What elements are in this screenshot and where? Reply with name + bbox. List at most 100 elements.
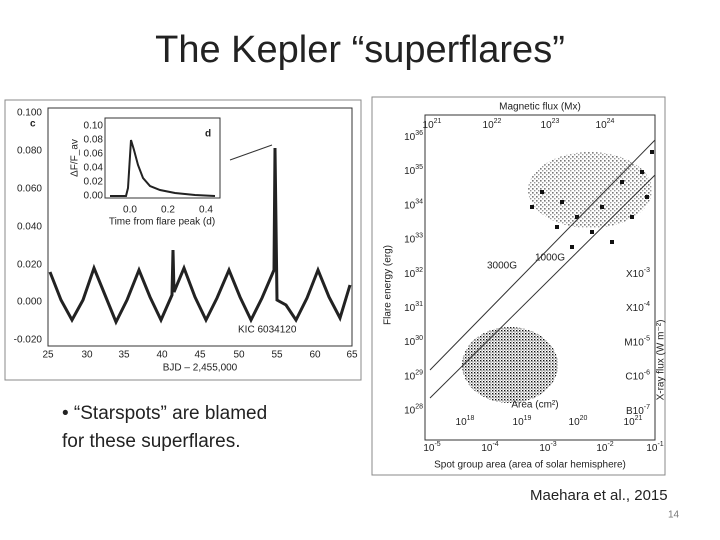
inset-curve (110, 139, 216, 197)
x-tick-label: 35 (118, 350, 130, 361)
text-part: 10 (539, 443, 551, 454)
y-tick-label: 0.02 (84, 177, 104, 188)
text-part: 19 (524, 415, 532, 422)
text-part: X (626, 269, 633, 280)
text-part: 10 (404, 371, 416, 382)
text-part: 10 (404, 405, 416, 416)
text-part: 10 (596, 443, 608, 454)
top-tick-label: 1021 (423, 118, 442, 130)
y2-axis-label: X-ray flux (W m⁻²) (656, 320, 667, 401)
area-tick-label: 1019 (513, 415, 532, 427)
text-part: -4 (492, 441, 498, 448)
line-label: 3000G (487, 261, 517, 272)
y2-tick-label: M10-5 (624, 336, 650, 348)
y-tick-label: 0.000 (17, 297, 42, 308)
text-part: 36 (415, 130, 423, 137)
text-part: 24 (607, 118, 615, 125)
text-part: -3 (644, 267, 650, 274)
text-part: 10 (404, 268, 416, 279)
text-part: 20 (580, 415, 588, 422)
text-part: 10 (596, 120, 608, 131)
1000g-line (429, 174, 656, 399)
text-part: 21 (434, 118, 442, 125)
y-tick-label: 0.00 (84, 191, 104, 202)
text-part: 10 (633, 405, 645, 416)
text-part: X (626, 303, 633, 314)
x-tick-label: 0.4 (199, 205, 213, 216)
x-tick-label: 25 (42, 350, 54, 361)
y-tick-label: -0.020 (14, 335, 43, 346)
plot-frame (424, 114, 656, 441)
plot-frame (47, 107, 353, 347)
3000g-line (429, 139, 656, 371)
y-tick-label: 1033 (404, 233, 423, 245)
y-tick-label: 1034 (404, 199, 423, 211)
text-part: 10 (456, 417, 468, 428)
text-part: 34 (415, 199, 423, 206)
y2-tick-label: X10-4 (626, 302, 650, 314)
light-curve (48, 147, 352, 326)
text-part: 35 (415, 165, 423, 172)
text-part: B (626, 405, 633, 416)
top-axis-label: Magnetic flux (Mx) (499, 102, 581, 113)
y-axis-label: Flare energy (erg) (383, 245, 394, 325)
text-part: -4 (644, 302, 650, 309)
x-tick-label: 10-4 (481, 441, 498, 453)
text-part: 10 (404, 200, 416, 211)
text-part: 10 (633, 303, 645, 314)
text-part: 21 (635, 415, 643, 422)
x-tick-label: 60 (309, 350, 321, 361)
text-part: 10 (624, 417, 636, 428)
text-part: 10 (404, 337, 416, 348)
text-part: 10 (646, 443, 658, 454)
text-part: 10 (633, 337, 645, 348)
x-tick-label: 50 (233, 350, 245, 361)
y-tick-label: 0.060 (17, 184, 42, 195)
y-tick-label: 0.06 (84, 149, 104, 160)
x-tick-label: 45 (194, 350, 206, 361)
area-label: Area (cm²) (511, 400, 558, 411)
text-part: 10 (633, 371, 645, 382)
x-tick-label: 55 (271, 350, 283, 361)
y-tick-label: 1028 (404, 404, 423, 416)
text-part: 10 (404, 166, 416, 177)
y-tick-label: 0.10 (84, 121, 104, 132)
y-tick-label: 0.100 (17, 108, 42, 119)
x-tick-label: 0.2 (161, 205, 175, 216)
x-axis-label: BJD – 2,455,000 (163, 363, 238, 374)
y-axis-label: ΔF/F_av (70, 139, 81, 177)
top-tick-label: 1023 (541, 118, 560, 130)
x-tick-label: 10-3 (539, 441, 556, 453)
text-part: 23 (552, 118, 560, 125)
text-part: 10 (404, 234, 416, 245)
text-part: 10 (481, 443, 493, 454)
x-axis-label: Time from flare peak (d) (109, 217, 215, 228)
x-tick-label: 0.0 (123, 205, 137, 216)
line-label: 1000G (535, 253, 565, 264)
text-part: 28 (415, 404, 423, 411)
text-part: 32 (415, 267, 423, 274)
slide-title: The Kepler “superflares” (155, 29, 565, 71)
bullet-line: for these superflares. (62, 431, 240, 452)
x-tick-label: 30 (81, 350, 93, 361)
flare-energy-figure: Magnetic flux (Mx)1021 1022 1023 1024103610… (371, 96, 667, 476)
text-part: 10 (483, 120, 495, 131)
text-part: 31 (415, 301, 423, 308)
text-part: 10 (404, 303, 416, 314)
text-part: 10 (569, 417, 581, 428)
text-part: -5 (644, 336, 650, 343)
y-tick-label: 1030 (404, 336, 423, 348)
text-part: -5 (434, 441, 440, 448)
x-tick-label: 65 (346, 350, 358, 361)
text-part: 10 (404, 132, 416, 143)
panel-label: c (30, 119, 36, 130)
inset-frame (104, 117, 221, 199)
text-part: M (624, 337, 632, 348)
top-tick-label: 1024 (596, 118, 615, 130)
text-part: 33 (415, 233, 423, 240)
star-label: KIC 6034120 (238, 325, 297, 336)
y-tick-label: 0.040 (17, 222, 42, 233)
y-tick-label: 0.020 (17, 260, 42, 271)
